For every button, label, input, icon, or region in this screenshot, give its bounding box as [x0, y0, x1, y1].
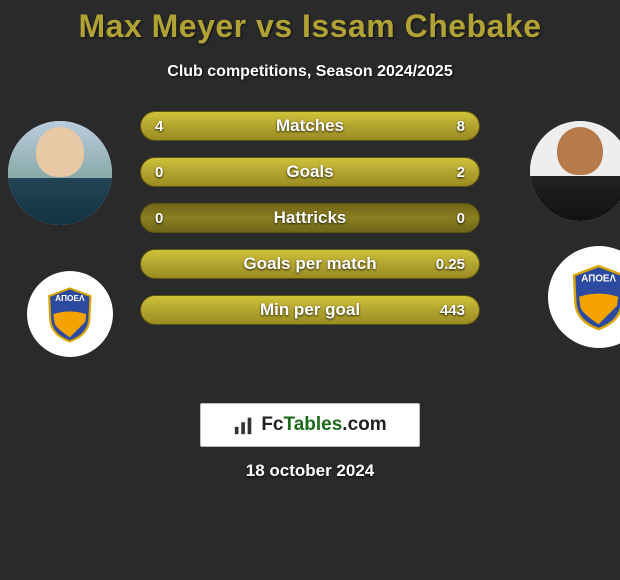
stat-label: Matches: [141, 112, 479, 140]
svg-text:ΑΠΟΕΛ: ΑΠΟΕΛ: [55, 294, 85, 303]
shield-icon: ΑΠΟΕΛ: [568, 261, 620, 332]
date-text: 18 october 2024: [0, 461, 620, 481]
page-title: Max Meyer vs Issam Chebake: [0, 8, 620, 45]
club-left-logo: ΑΠΟΕΛ: [27, 271, 113, 357]
player-right-avatar: [530, 121, 620, 221]
player-face-icon: [530, 121, 620, 221]
brand-badge: FcTables.com: [200, 403, 420, 447]
stat-row: 443Min per goal: [140, 295, 480, 325]
stat-label: Hattricks: [141, 204, 479, 232]
shield-icon: ΑΠΟΕΛ: [44, 284, 96, 344]
stat-label: Goals: [141, 158, 479, 186]
stat-row: 48Matches: [140, 111, 480, 141]
compare-area: ΑΠΟΕΛ ΑΠΟΕΛ 48Matches 02Goals 00Hattricks 0…: [0, 111, 620, 371]
bars-icon: [233, 414, 255, 436]
stat-label: Goals per match: [141, 250, 479, 278]
player-face-icon: [8, 121, 112, 225]
brand-text-a: Fc: [261, 414, 283, 435]
stat-label: Min per goal: [141, 296, 479, 324]
stat-row: 02Goals: [140, 157, 480, 187]
brand-text-b: Tables: [284, 414, 343, 435]
svg-text:ΑΠΟΕΛ: ΑΠΟΕΛ: [582, 274, 617, 285]
stat-row: 00Hattricks: [140, 203, 480, 233]
stat-bars: 48Matches 02Goals 00Hattricks 0.25Goals per…: [140, 111, 480, 341]
player-left-avatar: [8, 121, 112, 225]
comparison-card: Max Meyer vs Issam Chebake Club competit…: [0, 0, 620, 481]
subtitle: Club competitions, Season 2024/2025: [0, 63, 620, 81]
brand-text-c: .com: [342, 414, 386, 435]
club-right-logo: ΑΠΟΕΛ: [548, 246, 620, 348]
stat-row: 0.25Goals per match: [140, 249, 480, 279]
